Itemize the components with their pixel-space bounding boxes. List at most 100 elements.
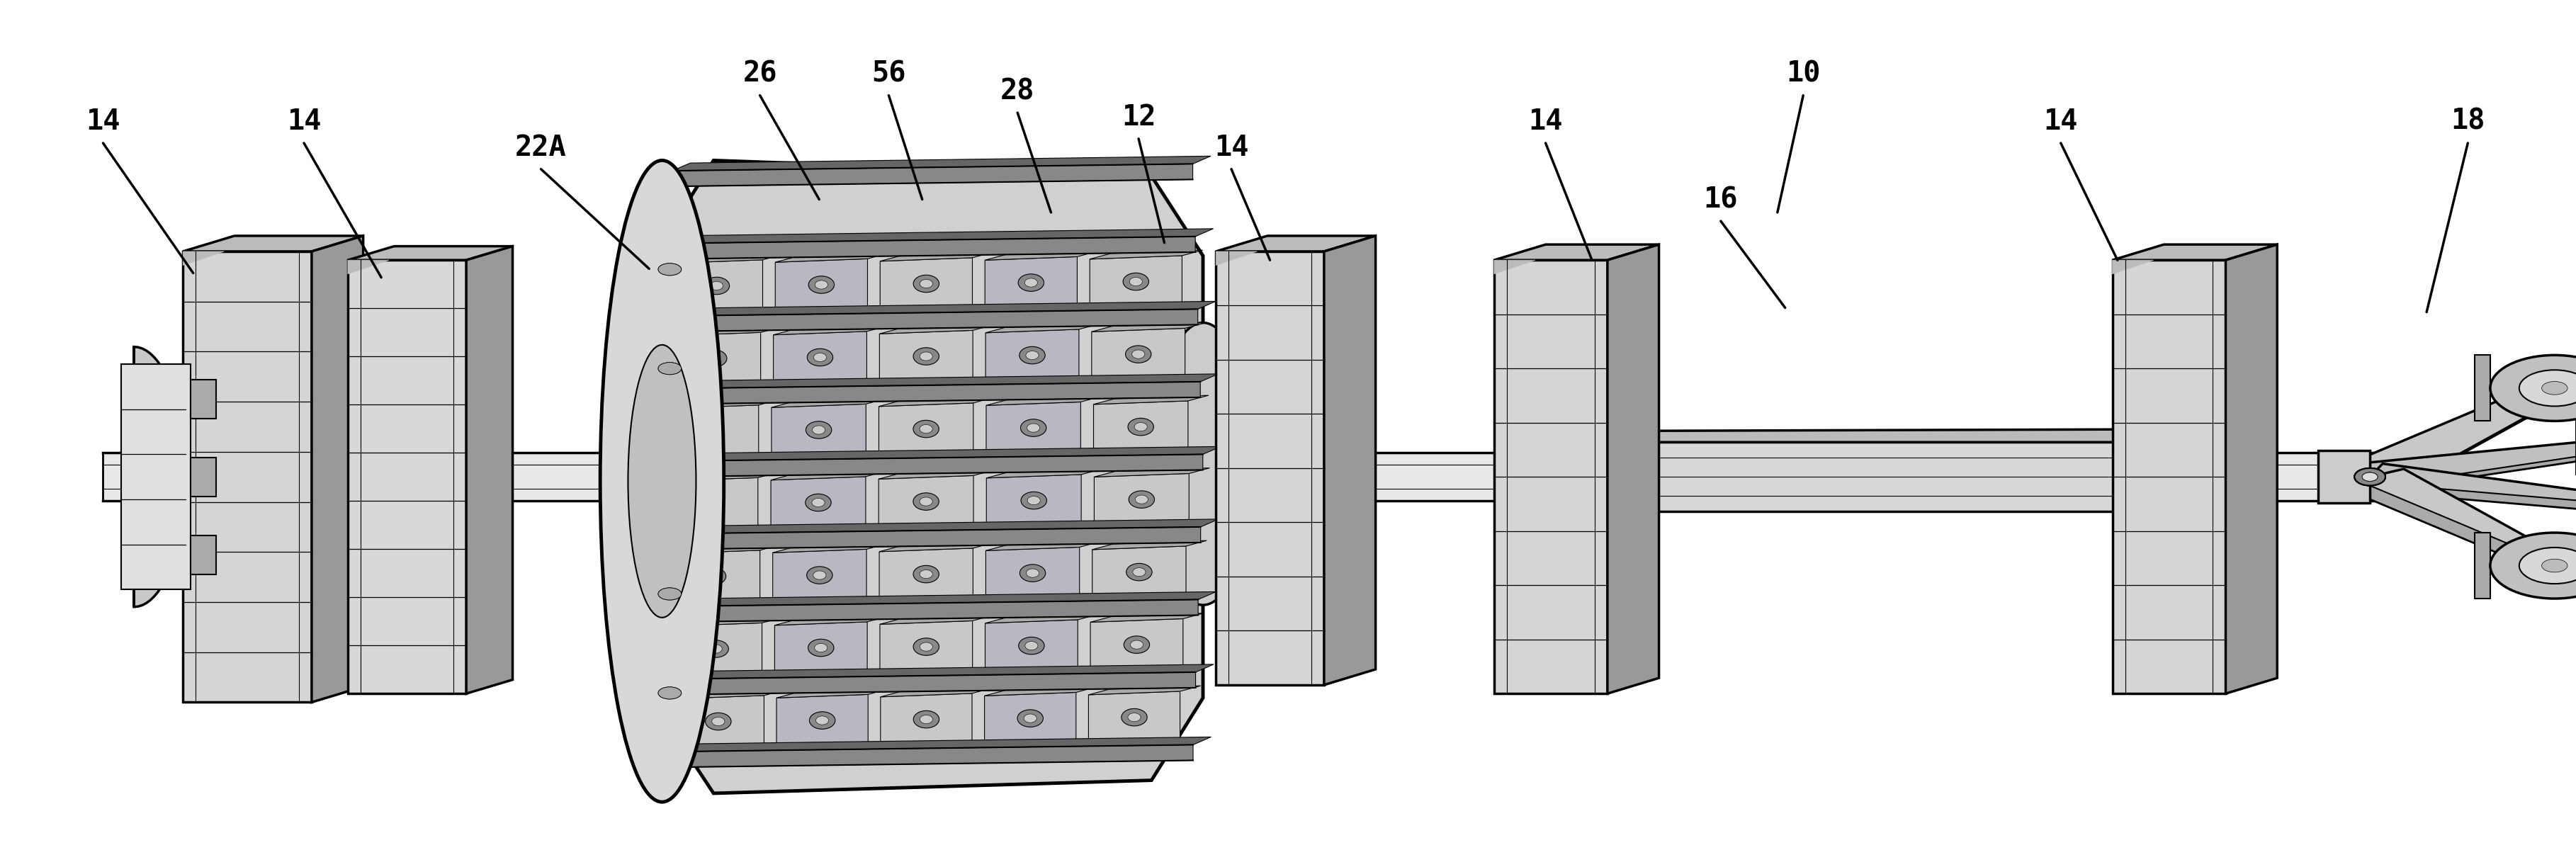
Ellipse shape — [811, 499, 824, 507]
Polygon shape — [1090, 619, 1182, 671]
Polygon shape — [667, 302, 1216, 316]
Polygon shape — [2357, 483, 2576, 515]
Polygon shape — [672, 695, 765, 747]
Ellipse shape — [912, 420, 938, 438]
Polygon shape — [665, 400, 778, 408]
Polygon shape — [1095, 468, 1211, 477]
Polygon shape — [183, 236, 363, 251]
Polygon shape — [1090, 250, 1203, 259]
Polygon shape — [2357, 464, 2576, 515]
Polygon shape — [662, 454, 1203, 477]
Ellipse shape — [806, 494, 832, 512]
Polygon shape — [667, 544, 781, 554]
Polygon shape — [878, 325, 994, 334]
Polygon shape — [183, 251, 312, 702]
Polygon shape — [670, 623, 762, 675]
Polygon shape — [987, 542, 1100, 551]
Polygon shape — [667, 309, 1198, 332]
Polygon shape — [770, 477, 866, 529]
Ellipse shape — [814, 643, 827, 652]
Ellipse shape — [600, 160, 724, 802]
Polygon shape — [2112, 244, 2277, 260]
Polygon shape — [665, 381, 1200, 404]
Polygon shape — [2112, 260, 2154, 274]
Polygon shape — [191, 458, 216, 496]
Ellipse shape — [809, 639, 835, 656]
Polygon shape — [878, 403, 974, 455]
Ellipse shape — [1128, 491, 1154, 508]
Ellipse shape — [2354, 468, 2385, 486]
Polygon shape — [1090, 613, 1203, 623]
Polygon shape — [2318, 451, 2370, 503]
Polygon shape — [987, 469, 1103, 478]
Polygon shape — [881, 688, 992, 697]
Ellipse shape — [659, 588, 680, 600]
Ellipse shape — [706, 572, 719, 581]
Polygon shape — [984, 251, 1097, 260]
Ellipse shape — [920, 425, 933, 434]
Polygon shape — [103, 453, 2421, 501]
Ellipse shape — [2354, 468, 2385, 486]
Ellipse shape — [814, 280, 827, 289]
Polygon shape — [878, 330, 974, 382]
Ellipse shape — [2362, 473, 2378, 481]
Ellipse shape — [914, 275, 940, 292]
Ellipse shape — [2491, 532, 2576, 598]
Polygon shape — [191, 535, 216, 575]
Polygon shape — [670, 254, 783, 264]
Text: 18: 18 — [2450, 108, 2486, 135]
Polygon shape — [773, 331, 866, 383]
Polygon shape — [121, 364, 191, 590]
Ellipse shape — [914, 711, 940, 728]
Polygon shape — [348, 260, 466, 694]
Ellipse shape — [659, 362, 680, 375]
Ellipse shape — [659, 687, 680, 699]
Ellipse shape — [1128, 277, 1141, 286]
Ellipse shape — [1020, 347, 1046, 364]
Polygon shape — [773, 544, 886, 552]
Polygon shape — [987, 396, 1103, 406]
Ellipse shape — [1028, 424, 1041, 433]
Polygon shape — [1090, 691, 1180, 743]
Text: 26: 26 — [742, 60, 778, 88]
Polygon shape — [2476, 355, 2491, 421]
Polygon shape — [670, 229, 1213, 244]
Polygon shape — [775, 616, 889, 625]
Ellipse shape — [1131, 350, 1144, 359]
Polygon shape — [2159, 416, 2195, 538]
Polygon shape — [2357, 435, 2576, 490]
Ellipse shape — [1121, 708, 1146, 726]
Polygon shape — [773, 549, 866, 601]
Polygon shape — [770, 404, 866, 456]
Polygon shape — [191, 380, 216, 418]
Ellipse shape — [920, 279, 933, 288]
Ellipse shape — [806, 421, 832, 439]
Polygon shape — [662, 447, 1221, 461]
Ellipse shape — [1128, 713, 1141, 721]
Polygon shape — [466, 246, 513, 694]
Ellipse shape — [920, 715, 933, 724]
Polygon shape — [984, 257, 1077, 309]
Polygon shape — [1613, 442, 2159, 512]
Polygon shape — [984, 620, 1077, 672]
Ellipse shape — [1018, 710, 1043, 727]
Text: 22A: 22A — [515, 134, 567, 161]
Polygon shape — [1216, 236, 1376, 251]
Polygon shape — [773, 326, 886, 335]
Polygon shape — [1494, 260, 1607, 694]
Polygon shape — [1607, 244, 1659, 694]
Ellipse shape — [920, 352, 933, 361]
Polygon shape — [1216, 251, 1324, 685]
Ellipse shape — [1020, 564, 1046, 582]
Polygon shape — [1577, 416, 1613, 538]
Polygon shape — [881, 257, 971, 310]
Ellipse shape — [920, 642, 933, 651]
Polygon shape — [775, 689, 889, 698]
Ellipse shape — [1020, 492, 1046, 509]
Ellipse shape — [2362, 473, 2378, 481]
Polygon shape — [667, 327, 781, 336]
Polygon shape — [672, 690, 786, 699]
Ellipse shape — [1123, 273, 1149, 290]
Polygon shape — [670, 237, 1195, 259]
Ellipse shape — [809, 276, 835, 293]
